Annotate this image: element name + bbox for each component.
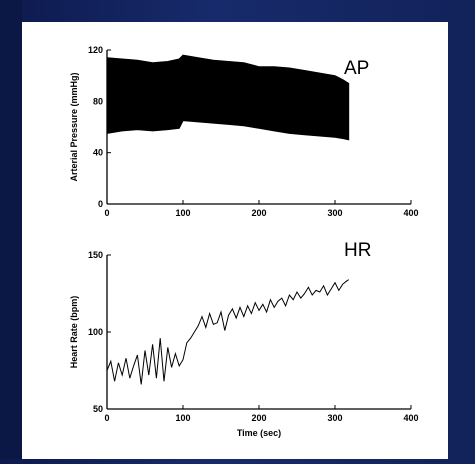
hr-x-tick-label: 200 (251, 413, 266, 423)
hr-y-tick-label: 150 (88, 250, 103, 260)
ap-x-tick-label: 100 (175, 208, 190, 218)
hr-x-tick-label: 0 (104, 413, 109, 423)
hr-y-tick-label: 50 (93, 404, 103, 414)
hr-x-axis-label: Time (sec) (237, 428, 281, 438)
hr-plot-area: 0 100 200 300 400 50 100 150 (88, 250, 419, 423)
figure-panel: 0 100 200 300 400 0 40 80 120 AP Arterial Pressu… (22, 22, 448, 459)
figure-svg: 0 100 200 300 400 0 40 80 120 AP Arterial Pressu… (69, 45, 419, 438)
hr-x-tick-label: 300 (327, 413, 342, 423)
hr-annotation: HR (344, 240, 371, 261)
ap-y-axis-label: Arterial Pressure (mmHg) (69, 72, 79, 181)
ap-y-tick-label: 80 (93, 96, 103, 106)
hr-series-line (106, 279, 349, 385)
ap-annotation: AP (344, 58, 369, 79)
ap-x-tick-label: 0 (104, 208, 109, 218)
ap-y-tick-label: 120 (88, 45, 103, 55)
slide-left-band (0, 0, 22, 459)
ap-plot-area: 0 100 200 300 400 0 40 80 120 (88, 45, 419, 218)
ap-chart: 0 100 200 300 400 0 40 80 120 AP Arterial Pressu… (69, 45, 419, 218)
hr-chart: 0 100 200 300 400 50 100 150 HR Heart Rate (bpm… (69, 240, 419, 438)
ap-y-tick-label: 0 (98, 199, 103, 209)
hr-x-tick-label: 400 (403, 413, 418, 423)
ap-x-tick-label: 400 (403, 208, 418, 218)
hr-y-axis-label: Heart Rate (bpm) (69, 296, 79, 369)
ap-y-tick-label: 40 (93, 148, 103, 158)
ap-x-tick-label: 200 (251, 208, 266, 218)
ap-series-band (106, 54, 350, 141)
hr-x-tick-label: 100 (175, 413, 190, 423)
ap-x-tick-label: 300 (327, 208, 342, 218)
hr-y-tick-label: 100 (88, 327, 103, 337)
